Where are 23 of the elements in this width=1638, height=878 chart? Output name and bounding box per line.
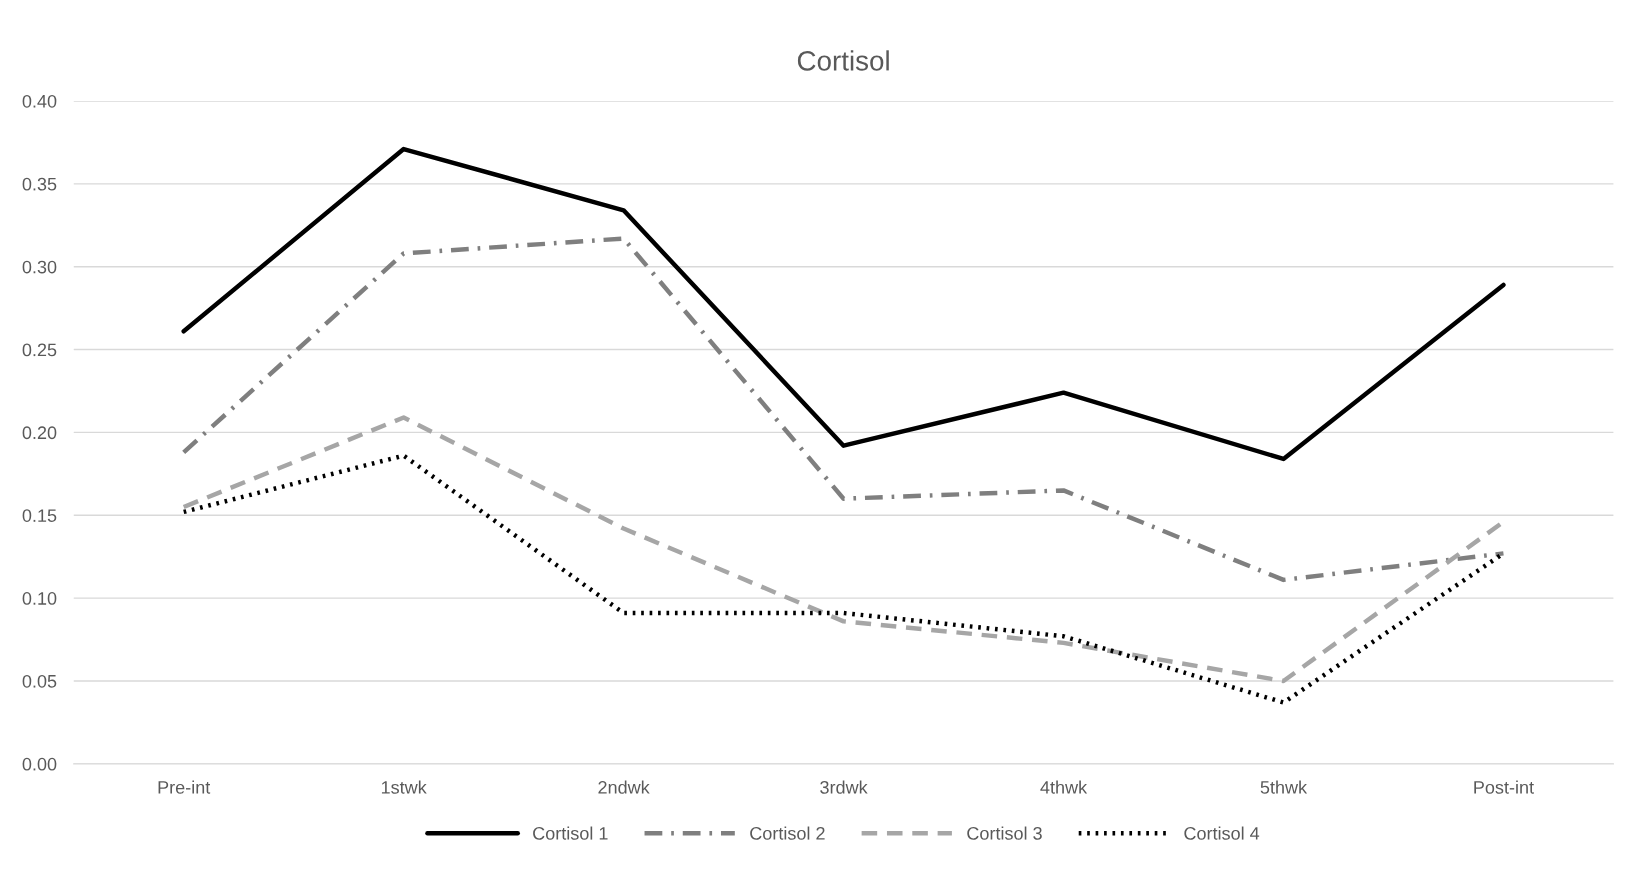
- x-tick-label: 4thwk: [1040, 780, 1088, 794]
- legend-label: Cortisol 1: [533, 826, 608, 840]
- line-series: [181, 236, 1506, 583]
- x-tick-label: 1stwk: [381, 780, 427, 794]
- y-tick-label: 0.35: [22, 177, 57, 191]
- legend-label: Cortisol 4: [1184, 826, 1260, 840]
- chart-title: Cortisol: [797, 50, 889, 71]
- y-tick-label: 0.15: [22, 509, 57, 522]
- y-tick-label: 0.30: [22, 260, 57, 274]
- y-tick-label: 0.00: [22, 757, 57, 771]
- y-tick-label: 0.05: [22, 674, 57, 688]
- y-tick-label: 0.40: [22, 94, 57, 108]
- line-series: [181, 146, 1506, 462]
- x-tick-label: 2ndwk: [598, 780, 650, 794]
- x-tick-label: 3rdwk: [820, 780, 868, 794]
- y-tick-label: 0.20: [22, 426, 57, 440]
- x-tick-label: 5thwk: [1260, 780, 1308, 794]
- legend-label: Cortisol 3: [967, 826, 1042, 840]
- x-tick-label: Post-int: [1474, 780, 1534, 794]
- legend-label: Cortisol 2: [750, 826, 825, 840]
- x-tick-label: Pre-int: [158, 780, 211, 794]
- y-tick-label: 0.10: [22, 592, 57, 605]
- y-tick-label: 0.25: [22, 343, 57, 357]
